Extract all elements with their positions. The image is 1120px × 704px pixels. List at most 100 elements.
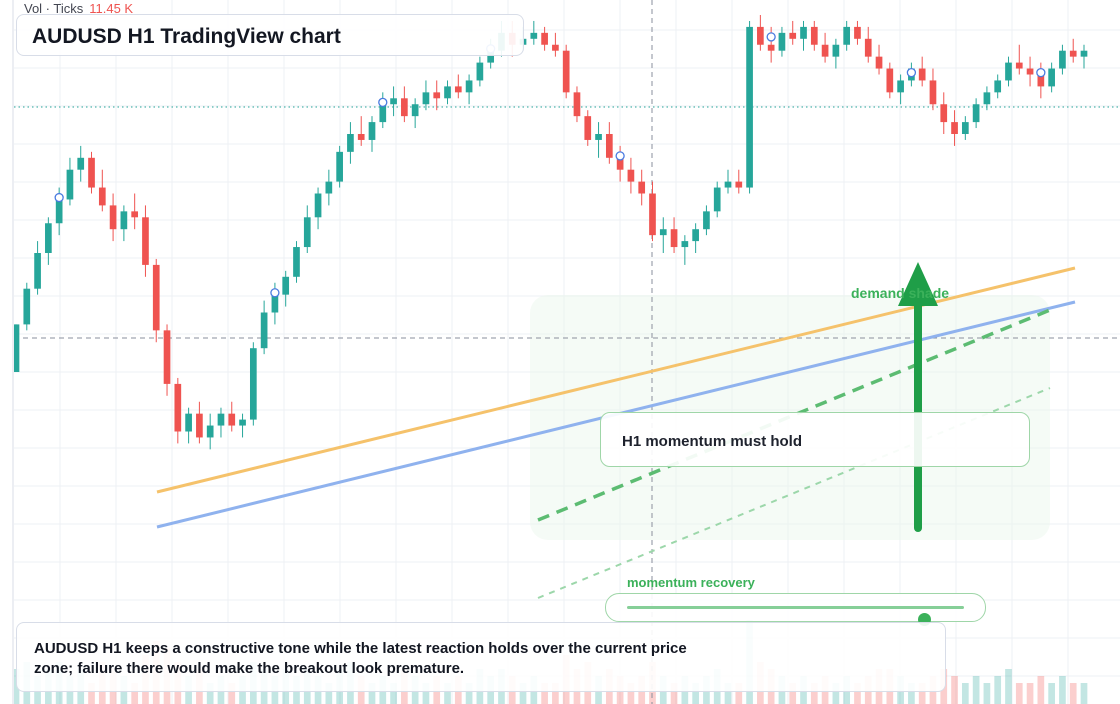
candle: [972, 98, 980, 129]
candle: [368, 116, 376, 152]
candle-body: [1026, 68, 1034, 75]
candle-body: [918, 68, 926, 81]
chart-title-panel: AUDUSD H1 TradingView chart: [16, 14, 524, 56]
candle-body: [659, 229, 667, 236]
candle-body: [88, 157, 95, 188]
candle: [584, 110, 592, 146]
volume-bar: [961, 683, 969, 704]
candle-body: [77, 157, 85, 170]
volume-bar: [1026, 683, 1034, 704]
candle-body: [832, 44, 840, 57]
candle: [703, 205, 710, 236]
candle: [670, 217, 678, 253]
candle: [735, 169, 743, 194]
candle: [692, 223, 699, 253]
candle-body: [411, 104, 419, 117]
candle: [282, 270, 290, 307]
candle: [314, 187, 322, 230]
volume-bar: [735, 683, 743, 704]
candle-body: [174, 383, 182, 432]
candle: [1069, 38, 1077, 63]
volume-legend-value: 11.45 K: [89, 1, 134, 16]
candle-body: [1080, 50, 1088, 57]
demand-shade-label: demand shade: [851, 285, 950, 301]
volume-bar: [1048, 683, 1055, 704]
candle-body: [983, 92, 991, 105]
volume-bar: [854, 683, 861, 704]
candle: [1048, 62, 1055, 93]
candle: [217, 407, 225, 438]
volume-bar: [519, 683, 527, 704]
candle-body: [692, 229, 699, 242]
momentum-recovery-label: momentum recovery: [627, 575, 755, 590]
candle: [562, 44, 570, 99]
candle: [77, 145, 85, 182]
candle-body: [1069, 50, 1077, 57]
volume-bar: [465, 683, 473, 704]
volume-bar: [918, 683, 926, 704]
channel-dashed-upper[interactable]: [537, 308, 1051, 522]
candle-body: [767, 44, 775, 51]
volume-bar: [1080, 683, 1088, 704]
candle: [142, 205, 149, 277]
candle-body: [336, 151, 343, 182]
candle-body: [23, 288, 31, 325]
volume-bar: [390, 683, 397, 704]
candle-body: [120, 211, 128, 230]
candle: [23, 282, 31, 331]
candle-body: [422, 92, 430, 105]
event-markers: [54, 32, 1046, 298]
candle: [897, 74, 904, 105]
candle: [659, 217, 667, 253]
candle-body: [239, 419, 246, 426]
candle-body: [217, 413, 225, 426]
candle: [800, 20, 807, 51]
candle: [433, 80, 441, 111]
candle-body: [735, 181, 743, 188]
candle-body: [713, 187, 721, 212]
candle: [120, 205, 128, 242]
candle-body: [476, 62, 484, 81]
candle: [390, 86, 397, 117]
candle-body: [55, 199, 63, 224]
candle-body: [994, 80, 1002, 93]
candle-body: [325, 181, 333, 194]
candle: [476, 56, 484, 87]
candle-body: [638, 181, 646, 194]
candle-body: [142, 217, 149, 265]
candle-body: [1037, 74, 1045, 87]
left-scale-edge: [12, 0, 14, 704]
candle: [746, 20, 753, 194]
candle: [951, 110, 958, 146]
candle-body: [260, 312, 268, 349]
candle: [131, 193, 139, 230]
candle-body: [487, 50, 495, 63]
candle: [249, 342, 257, 426]
volume-bar: [789, 683, 797, 704]
candle: [1026, 56, 1034, 87]
candle: [196, 401, 203, 444]
volume-bar: [972, 676, 980, 704]
event-marker-icon: [906, 67, 917, 78]
volume-bar: [1059, 676, 1066, 704]
candle: [1015, 44, 1023, 75]
candle-body: [789, 32, 797, 39]
volume-legend: Vol · Ticks 11.45 K: [24, 1, 133, 16]
volume-bar: [1037, 676, 1045, 704]
candle: [886, 62, 894, 99]
momentum-recovery-slider[interactable]: [605, 593, 986, 626]
candle: [552, 32, 559, 57]
candle: [206, 413, 214, 450]
candle-body: [800, 26, 807, 39]
candle-body: [951, 122, 958, 134]
momentum-callout[interactable]: H1 momentum must hold: [600, 412, 1030, 467]
candle-body: [206, 425, 214, 438]
candle: [45, 217, 52, 265]
candle-body: [98, 187, 106, 206]
volume-bar: [692, 683, 699, 704]
candle: [821, 32, 829, 63]
volume-bar: [444, 683, 451, 704]
candle-body: [293, 247, 300, 277]
candle-body: [465, 80, 473, 93]
candle: [411, 98, 419, 129]
